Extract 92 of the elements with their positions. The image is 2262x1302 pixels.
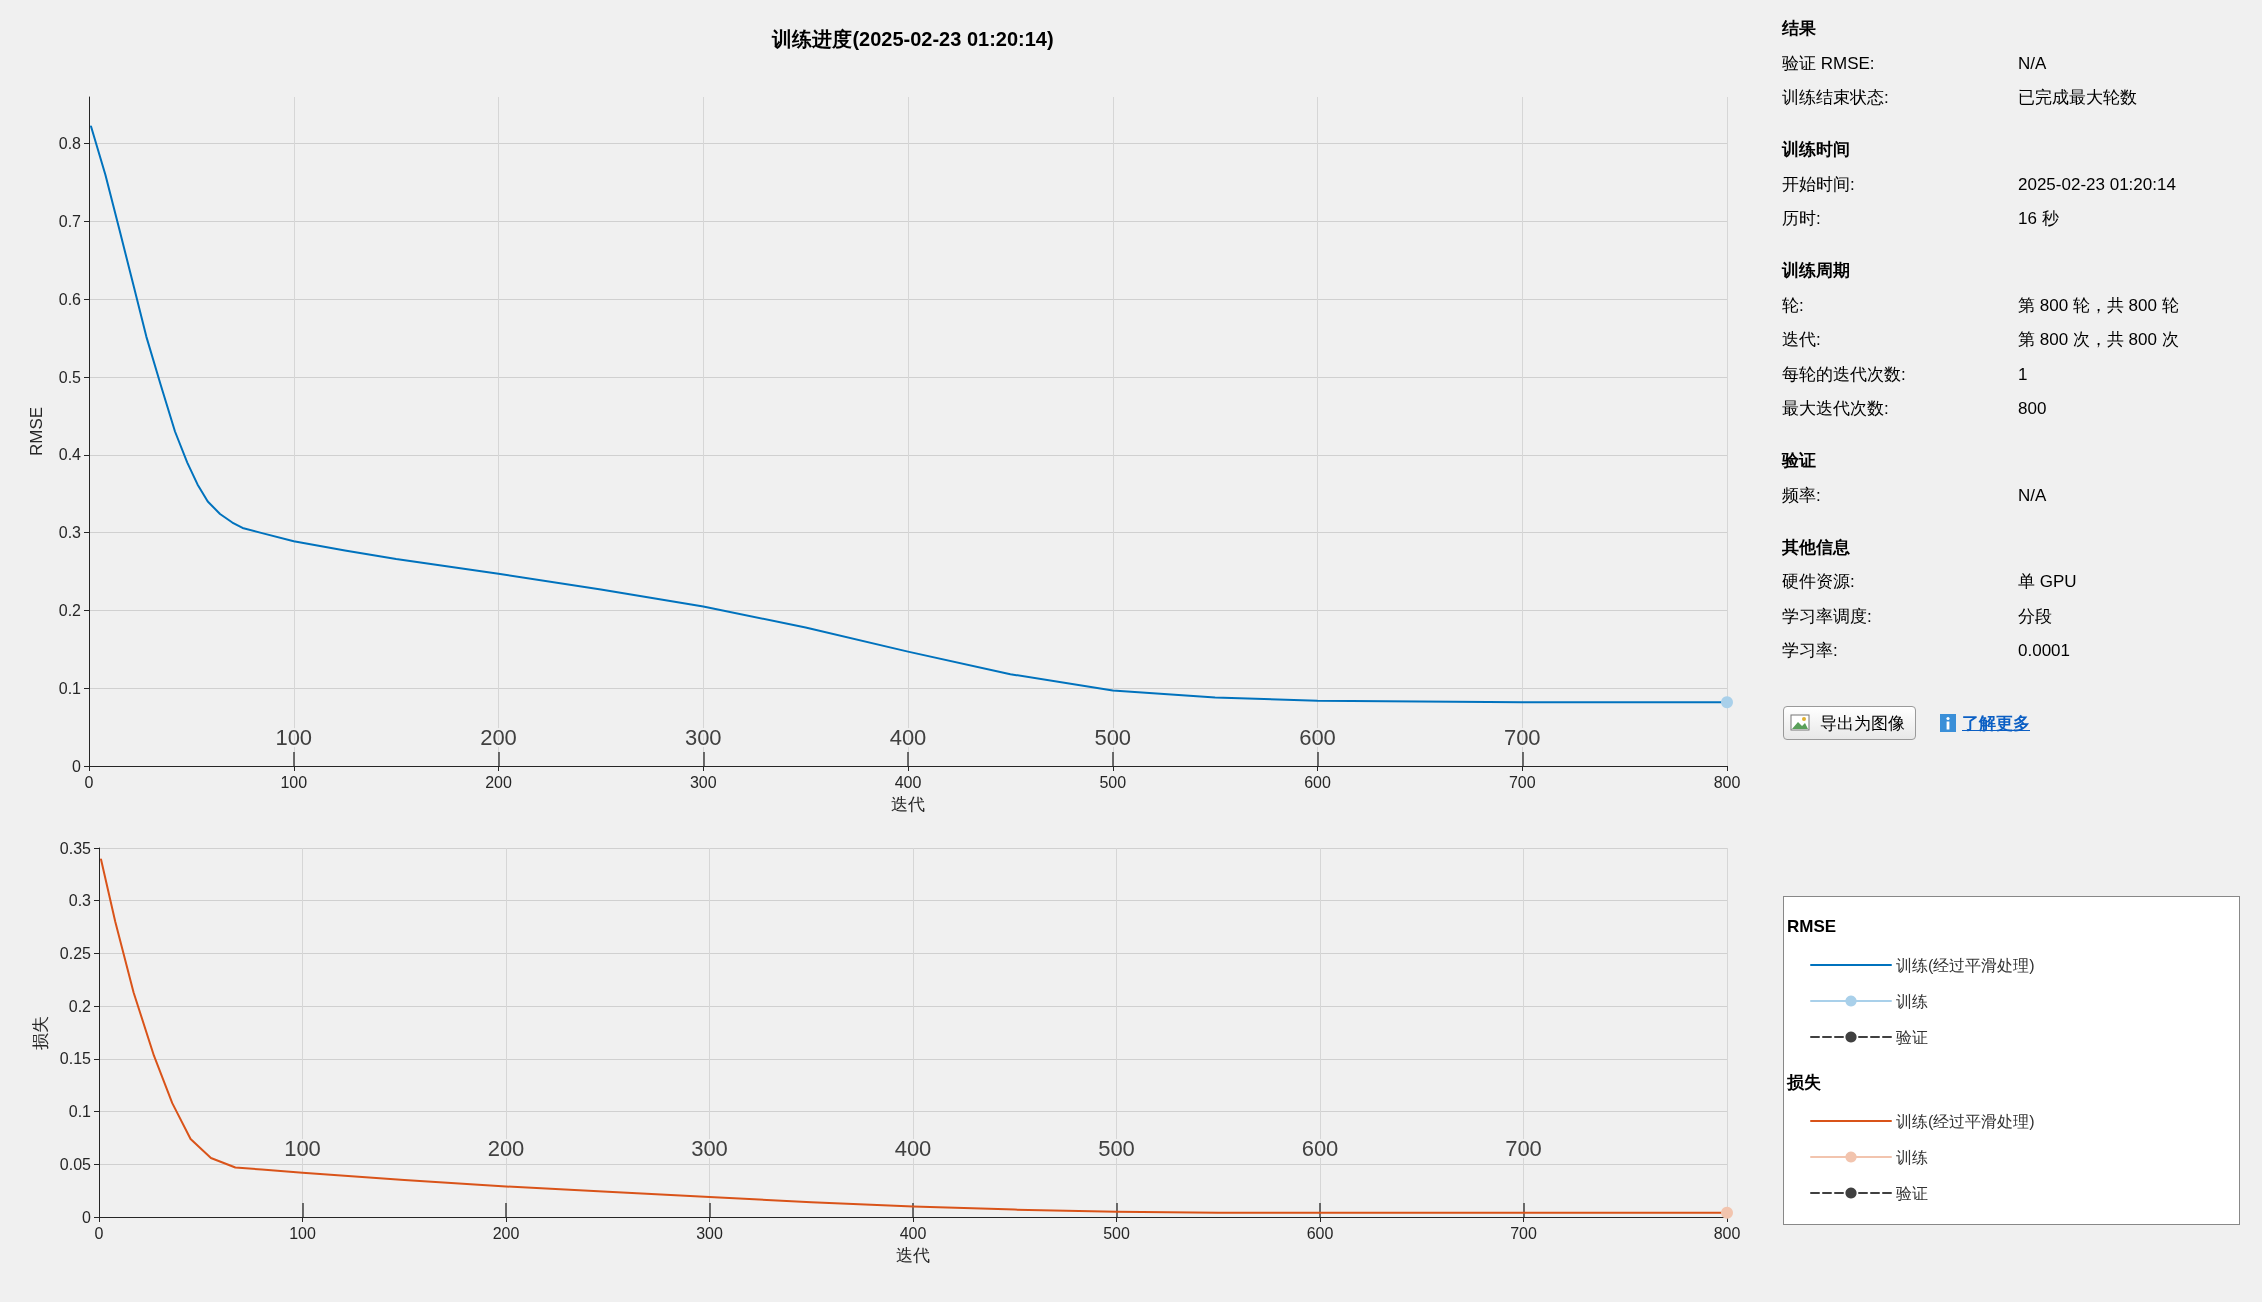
legend-label: 训练 xyxy=(1896,992,1928,1010)
y-axis-title: RMSE xyxy=(27,406,46,457)
x2-tick-label: 700 xyxy=(1505,1135,1542,1161)
x-tick-label: 800 xyxy=(1713,773,1741,791)
text: 了解更多 xyxy=(1962,712,2030,735)
x2-tick-label: 400 xyxy=(894,1135,932,1161)
x-tick-label: 600 xyxy=(1304,773,1331,791)
y-tick-label: 0.3 xyxy=(68,892,92,910)
text: 迭代: xyxy=(1782,329,1821,351)
text: 已完成最大轮数 xyxy=(2018,87,2137,109)
text: 每轮的迭代次数: xyxy=(1782,363,1906,386)
x2-tick-label: 600 xyxy=(1299,724,1336,750)
y-tick-label: 0.35 xyxy=(59,839,92,857)
text: 单 GPU xyxy=(2018,571,2077,593)
x2-tick-label: 600 xyxy=(1301,1135,1339,1161)
text: 硬件资源: xyxy=(1782,571,1855,593)
legend-title: RMSE xyxy=(1787,917,1837,936)
y-tick-label: 0.7 xyxy=(58,212,82,230)
x-tick-label: 500 xyxy=(1103,1224,1130,1242)
legend-label: 训练 xyxy=(1896,1148,1928,1166)
x2-tick-label: 200 xyxy=(487,1135,525,1161)
x2-tick-label: 100 xyxy=(284,1135,321,1161)
text: 导出为图像 xyxy=(1820,712,1905,735)
text: 频率: xyxy=(1782,484,1821,507)
y-tick-label: 0.5 xyxy=(58,368,82,386)
x2-tick-label: 400 xyxy=(889,724,927,750)
legend-label: 验证 xyxy=(1896,1028,1928,1046)
x-tick-label: 100 xyxy=(280,773,308,791)
text: 训练周期 xyxy=(1782,260,1851,282)
y-tick-label: 0 xyxy=(82,1208,92,1226)
text: 验证 RMSE: xyxy=(1782,52,1875,75)
legend-label: 训练(经过平滑处理) xyxy=(1896,1112,2035,1130)
text: 轮: xyxy=(1782,294,1804,317)
x2-tick-label: 100 xyxy=(275,724,313,750)
x-tick-label: 400 xyxy=(894,773,922,791)
y-tick-label: 0.25 xyxy=(59,944,92,962)
y-tick-label: 0 xyxy=(72,757,82,775)
y-tick-label: 0.05 xyxy=(59,1155,92,1173)
y-tick-label: 0.1 xyxy=(68,1103,92,1121)
x-tick-label: 300 xyxy=(689,773,717,791)
y-tick-label: 0.8 xyxy=(58,135,82,153)
legend-title: 损失 xyxy=(1786,1073,1821,1092)
x-axis-title: 迭代 xyxy=(891,795,925,814)
text: 16 秒 xyxy=(2018,208,2059,230)
y-tick-label: 0.15 xyxy=(59,1050,92,1068)
x2-tick-label: 500 xyxy=(1098,1135,1135,1161)
text: 学习率: xyxy=(1782,640,1838,662)
y-tick-label: 0.1 xyxy=(58,679,82,697)
text: 结果 xyxy=(1782,18,1817,40)
text: 第 800 轮，共 800 轮 xyxy=(2018,294,2179,317)
legend-label: 验证 xyxy=(1896,1184,1928,1202)
legend-label: 训练(经过平滑处理) xyxy=(1896,956,2035,974)
x-tick-label: 200 xyxy=(485,773,512,791)
text: 800 xyxy=(2018,398,2047,420)
x2-tick-label: 300 xyxy=(691,1135,728,1161)
y-tick-label: 0.4 xyxy=(58,446,82,464)
text: N/A xyxy=(2018,52,2047,75)
text: 训练结束状态: xyxy=(1782,87,1889,109)
text: N/A xyxy=(2018,484,2047,507)
text: 历时: xyxy=(1782,208,1821,230)
y-tick-label: 0.6 xyxy=(58,290,82,308)
text: 0.0001 xyxy=(2018,640,2070,662)
x-tick-label: 700 xyxy=(1508,773,1536,791)
x-tick-label: 400 xyxy=(899,1224,927,1242)
x-tick-label: 0 xyxy=(94,1224,104,1242)
text: 开始时间: xyxy=(1782,173,1855,196)
text: 训练时间 xyxy=(1782,139,1851,161)
text: 学习率调度: xyxy=(1782,605,1872,628)
x-tick-label: 100 xyxy=(289,1224,316,1242)
text: 第 800 次，共 800 次 xyxy=(2018,329,2179,351)
x-tick-label: 600 xyxy=(1306,1224,1334,1242)
x-axis-title: 迭代 xyxy=(896,1246,930,1265)
x-tick-label: 500 xyxy=(1099,773,1127,791)
y-axis-title: 损失 xyxy=(30,1015,50,1050)
x-tick-label: 200 xyxy=(492,1224,520,1242)
y-tick-label: 0.3 xyxy=(58,524,82,542)
text: 验证 xyxy=(1782,450,1817,472)
x2-tick-label: 500 xyxy=(1094,724,1132,750)
x2-tick-label: 300 xyxy=(684,724,722,750)
x-tick-label: 800 xyxy=(1713,1224,1741,1242)
y-tick-label: 0.2 xyxy=(58,601,82,619)
text: 1 xyxy=(2018,363,2028,386)
text: 最大迭代次数: xyxy=(1782,398,1889,420)
x2-tick-label: 700 xyxy=(1503,724,1541,750)
x-tick-label: 300 xyxy=(696,1224,723,1242)
y-tick-label: 0.2 xyxy=(68,997,92,1015)
text: 2025-02-23 01:20:14 xyxy=(2018,173,2176,196)
x-tick-label: 700 xyxy=(1510,1224,1537,1242)
text: 其他信息 xyxy=(1782,536,1851,559)
x2-tick-label: 200 xyxy=(480,724,517,750)
text: 分段 xyxy=(2018,605,2052,628)
chart-title: 训练进度(2025-02-23 01:20:14) xyxy=(771,28,1054,50)
